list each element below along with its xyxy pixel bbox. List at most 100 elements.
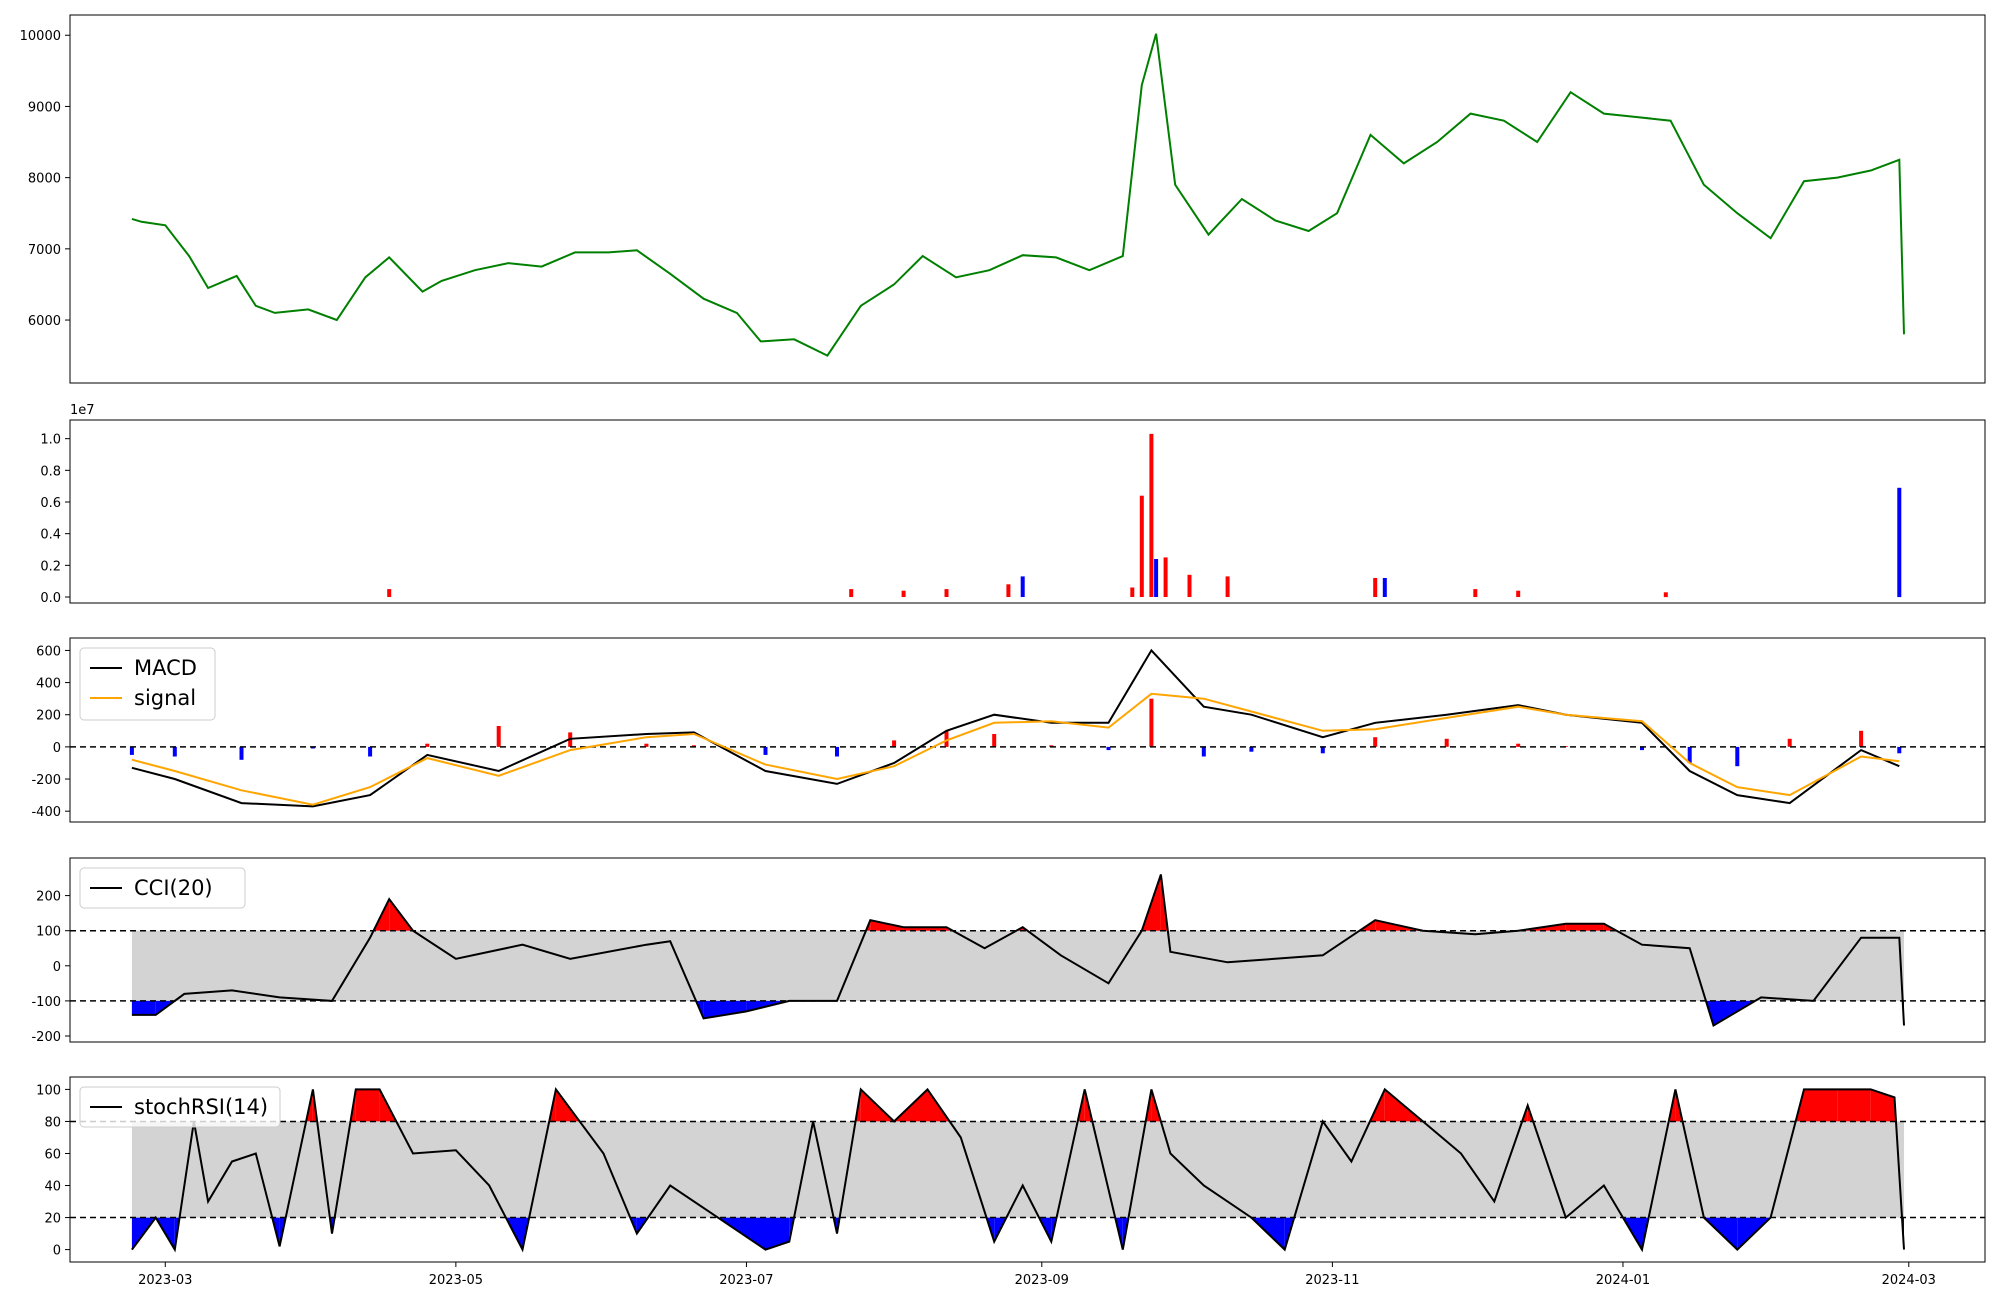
price-panel: 6000 7000 8000 9000 10000 [20,14,1986,384]
macd-histogram-bar [1201,746,1206,757]
macd-histogram-bar [1897,746,1902,754]
volume-bar [1020,576,1025,597]
macd-panel: -400 -200 0 200 400 600 MACD signal [31,637,1986,823]
price-ytick-label: 9000 [28,100,61,115]
volume-bar [387,589,392,597]
macd-histogram-bar [944,730,949,747]
stochrsi-legend-box [79,1086,281,1128]
stochrsi-ytick-label: 20 [44,1212,61,1227]
macd-histogram-bar [1149,698,1154,747]
price-ytick-label: 7000 [28,243,61,258]
macd-ytick-label: -400 [31,805,61,820]
macd-ytick-label: 0 [53,741,61,756]
macd-histogram-bar [1106,746,1111,751]
cci-frame [69,857,1986,1043]
stochrsi-oversold-fill [765,1217,790,1250]
volume-ytick-label: 0.0 [40,591,61,606]
price-ytick-label: 6000 [28,314,61,329]
cci-ytick-label: 0 [53,960,61,975]
volume-bar [1373,578,1378,597]
price-ytick-label: 8000 [28,172,61,187]
cci-ytick-label: 100 [36,925,61,940]
stochrsi-ytick-label: 0 [53,1244,61,1259]
macd-histogram-bar [763,746,768,755]
stochrsi-overbought-fill [1837,1089,1871,1122]
volume-ytick-label: 0.2 [40,559,61,574]
volume-scale-label: 1e7 [70,403,95,418]
stochrsi-ytick-label: 80 [44,1115,61,1130]
x-tick-label: 2023-07 [719,1273,773,1288]
volume-panel: 0.0 0.2 0.4 0.6 0.8 1.0 1e7 [40,403,1986,606]
volume-bar [1139,495,1144,597]
stochrsi-band [131,1121,1905,1218]
x-tick-label: 2023-05 [429,1273,483,1288]
cci-ytick-label: -100 [31,995,61,1010]
stochrsi-line [131,1087,1905,1253]
macd-histogram-bar [1373,737,1378,747]
macd-legend-box [79,647,216,721]
cci-line [131,874,1905,1028]
stochrsi-ytick-label: 100 [36,1083,61,1098]
cci-legend-label: CCI(20) [134,876,213,900]
cci-legend-box [79,867,246,909]
volume-ytick-label: 1.0 [40,433,61,448]
x-tick-label: 2024-01 [1596,1273,1650,1288]
macd-histogram-bar [1735,746,1740,767]
volume-bar [1225,576,1230,597]
volume-ytick-label: 0.4 [40,528,61,543]
volume-bar [1897,487,1902,598]
macd-histogram-bar [835,746,839,757]
macd-histogram-bar [1687,746,1692,763]
stochrsi-legend-label: stochRSI(14) [134,1095,268,1119]
volume-bar [1149,433,1154,597]
macd-histogram-bar [692,745,696,747]
x-tick-label: 2023-03 [138,1273,192,1288]
macd-histogram-bar [1049,745,1054,747]
macd-histogram-bar [644,743,649,747]
shared-x-axis: 2023-03 2023-05 2023-07 2023-09 2023-11 2024-… [138,1262,1936,1288]
signal-line [131,692,1900,806]
x-tick-label: 2024-03 [1882,1273,1936,1288]
macd-histogram-bar [1516,743,1521,747]
macd-histogram-bar [892,740,897,747]
volume-bar [1006,584,1011,597]
volume-bar [1516,590,1521,597]
cci-legend: CCI(20) [79,867,246,909]
stochrsi-panel: 0 20 40 60 80 100 stochRSI(14) [36,1076,1986,1263]
macd-histogram-bar [1320,746,1325,754]
stochrsi-ytick-label: 60 [44,1147,61,1162]
macd-ytick-label: 200 [36,709,61,724]
macd-histogram-bar [992,734,997,747]
x-tick-label: 2023-09 [1015,1273,1069,1288]
cci-ytick-label: -200 [31,1030,61,1045]
volume-bar [1663,592,1668,598]
price-line [131,33,1905,357]
macd-histogram-bar [129,746,134,755]
chart-panels: 6000700080009000100000.00.20.40.60.81.01… [20,14,1986,1263]
stochrsi-overbought-fill [355,1089,380,1122]
macd-histogram-bar [239,746,244,760]
signal-legend-label: signal [134,686,196,710]
price-ytick-label: 10000 [20,29,61,44]
macd-histogram-bar [172,746,177,757]
macd-histogram-bar [425,743,430,747]
cci-ytick-label: 200 [36,890,61,905]
volume-bar [1163,557,1168,597]
volume-bar [901,590,906,597]
macd-histogram-bar [1787,738,1792,747]
cci-panel: -200 -100 0 100 200 CCI(20) [31,857,1986,1045]
stochrsi-frame [69,1076,1986,1263]
stochrsi-overbought-fill [1804,1089,1838,1122]
macd-ytick-label: 400 [36,677,61,692]
cci-oversold-fill [703,1000,747,1019]
macd-histogram-bar [310,746,315,749]
stochrsi-ytick-label: 40 [44,1180,61,1195]
macd-ytick-label: 600 [36,644,61,659]
volume-bar [1187,574,1192,597]
volume-bar [944,589,949,597]
macd-histogram-bar [1640,746,1644,751]
volume-bar [1154,559,1159,597]
cci-band [131,930,1905,1001]
volume-bar [1382,578,1387,597]
